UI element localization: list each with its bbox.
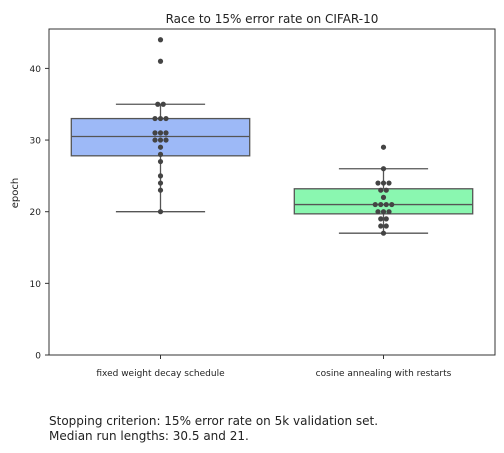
data-point-0-10 [152, 130, 158, 136]
y-tick-label-2: 20 [30, 208, 42, 218]
data-point-1-2 [383, 223, 389, 229]
y-axis-label: epoch [10, 178, 21, 208]
data-point-0-7 [152, 137, 158, 143]
data-point-0-19 [157, 37, 164, 43]
data-point-1-13 [378, 187, 384, 193]
y-tick-label-4: 40 [30, 65, 42, 75]
data-point-1-12 [380, 194, 387, 200]
data-point-0-9 [163, 137, 169, 143]
data-point-1-9 [378, 201, 384, 208]
data-point-1-15 [375, 180, 381, 186]
data-point-0-16 [155, 101, 161, 107]
data-point-1-3 [378, 216, 384, 222]
y-tick-label-1: 10 [30, 280, 42, 290]
data-point-1-14 [383, 187, 389, 193]
data-point-1-18 [380, 166, 387, 172]
data-point-0-18 [157, 58, 164, 64]
y-tick-label-3: 30 [30, 137, 42, 147]
data-point-1-10 [383, 201, 389, 208]
data-point-0-4 [157, 158, 164, 165]
data-point-0-14 [157, 115, 164, 122]
data-point-1-7 [386, 209, 392, 215]
data-point-1-5 [375, 209, 381, 215]
data-point-0-6 [157, 144, 164, 150]
data-point-1-8 [372, 201, 378, 208]
data-point-0-11 [157, 130, 164, 136]
data-point-0-8 [157, 137, 164, 143]
data-point-0-13 [152, 115, 158, 122]
box-plot-chart: Race to 15% error rate on CIFAR-10 epoch… [10, 12, 496, 379]
plot-frame [48, 28, 496, 356]
figure-caption: Stopping criterion: 15% error rate on 5k… [49, 414, 378, 444]
plot-area: 0 10 20 30 40 fixed weight decay schedule cosi… [30, 37, 474, 379]
x-tick-label-0: fixed weight decay schedule [96, 369, 225, 379]
x-tick-label-1: cosine annealing with restarts [316, 369, 452, 379]
data-point-1-17 [386, 180, 392, 186]
y-tick-label-0: 0 [35, 352, 41, 362]
data-point-1-6 [380, 209, 387, 215]
data-point-1-11 [389, 201, 395, 208]
chart-title: Race to 15% error rate on CIFAR-10 [166, 12, 379, 26]
caption-line-1: Stopping criterion: 15% error rate on 5k… [49, 414, 379, 428]
data-point-1-0 [380, 230, 387, 236]
data-point-1-19 [380, 144, 387, 150]
data-point-0-0 [157, 209, 164, 215]
data-point-0-2 [157, 180, 164, 186]
data-point-1-4 [383, 216, 389, 222]
data-point-1-16 [380, 180, 387, 186]
data-point-1-1 [378, 223, 384, 229]
data-point-0-3 [157, 173, 164, 179]
caption-line-2: Median run lengths: 30.5 and 21. [49, 429, 249, 443]
data-point-0-12 [163, 130, 169, 136]
data-point-0-17 [160, 101, 166, 107]
data-point-0-1 [157, 187, 164, 193]
data-point-0-5 [157, 151, 164, 157]
data-point-0-15 [163, 115, 169, 122]
box-0 [70, 117, 251, 157]
